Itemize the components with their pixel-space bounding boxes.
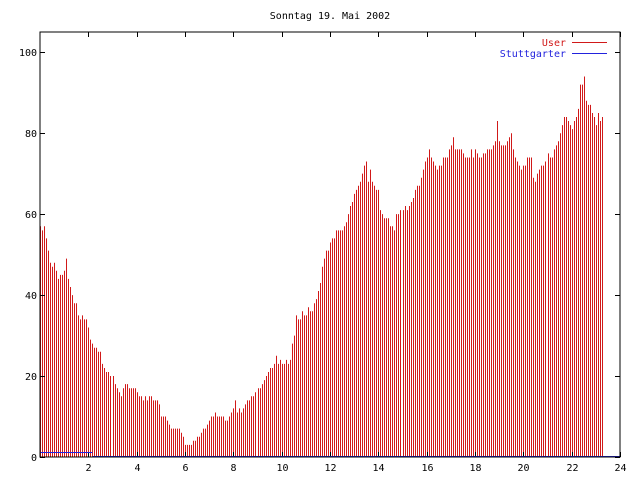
x-tick-label: 6 — [182, 463, 188, 474]
y-tick-label: 40 — [25, 291, 37, 302]
x-tick-label: 22 — [566, 463, 578, 474]
x-tick-label: 12 — [324, 463, 336, 474]
y-tick-label: 100 — [19, 48, 37, 59]
x-tick-label: 8 — [230, 463, 236, 474]
x-tick-label: 18 — [469, 463, 481, 474]
y-tick-label: 0 — [31, 453, 37, 464]
y-tick-label: 80 — [25, 129, 37, 140]
x-tick-label: 2 — [85, 463, 91, 474]
legend: User Stuttgarter — [500, 38, 607, 60]
x-tick-label: 4 — [134, 463, 140, 474]
legend-label-stuttgarter: Stuttgarter — [500, 49, 566, 60]
y-tick-label: 60 — [25, 210, 37, 221]
chart-title: Sonntag 19. Mai 2002 — [270, 11, 390, 22]
plot-border — [39, 31, 621, 458]
x-tick-label: 24 — [614, 463, 626, 474]
x-tick-label: 16 — [421, 463, 433, 474]
x-tick-label: 20 — [517, 463, 529, 474]
x-tick-label: 14 — [372, 463, 384, 474]
legend-label-user: User — [542, 38, 566, 49]
x-tick-label: 10 — [276, 463, 288, 474]
y-tick-label: 20 — [25, 372, 37, 383]
user-bars — [40, 76, 603, 457]
